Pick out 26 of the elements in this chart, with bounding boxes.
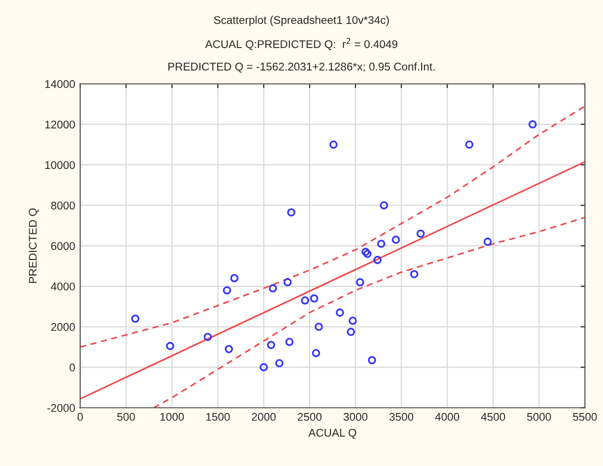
chart-title: Scatterplot (Spreadsheet1 10v*34c) <box>214 16 389 26</box>
y-tick-label: 10000 <box>45 161 75 169</box>
text: PREDICTED Q = -1562.2031+2.1286*x; 0.95 Conf.Int. <box>168 62 435 73</box>
x-tick-label: 4500 <box>481 412 506 421</box>
y-tick-label: 12000 <box>45 120 75 128</box>
x-tick-label: 5500 <box>572 412 597 421</box>
chart-subtitle: ACUAL Q:PREDICTED Q: r$^{2}$ = 0.4049 <box>205 38 398 50</box>
x-tick-label: 3000 <box>344 412 368 421</box>
y-tick-label: 2000 <box>51 323 75 331</box>
x-tick-label: 4000 <box>435 412 460 421</box>
y-tick-label: 8000 <box>51 202 75 210</box>
x-tick-label: 5000 <box>527 412 551 421</box>
y-tick-label: 14000 <box>45 80 75 88</box>
x-tick-label: 0 <box>78 412 83 421</box>
x-tick-label: 2000 <box>252 412 276 421</box>
y-tick-label: -2000 <box>47 404 75 412</box>
x-tick-label: 3500 <box>389 412 414 421</box>
x-tick-label: 500 <box>117 412 135 421</box>
y-tick-label: 4000 <box>50 282 75 290</box>
x-tick-label: 1000 <box>160 412 184 421</box>
x-axis-title: ACUAL Q <box>308 428 356 439</box>
x-tick-label: 2500 <box>298 412 322 421</box>
y-axis-title: PREDICTED Q <box>28 208 39 283</box>
y-tick-label: 6000 <box>51 242 75 250</box>
x-tick-label: 1500 <box>206 412 230 421</box>
y-tick-label: 0 <box>70 364 75 372</box>
